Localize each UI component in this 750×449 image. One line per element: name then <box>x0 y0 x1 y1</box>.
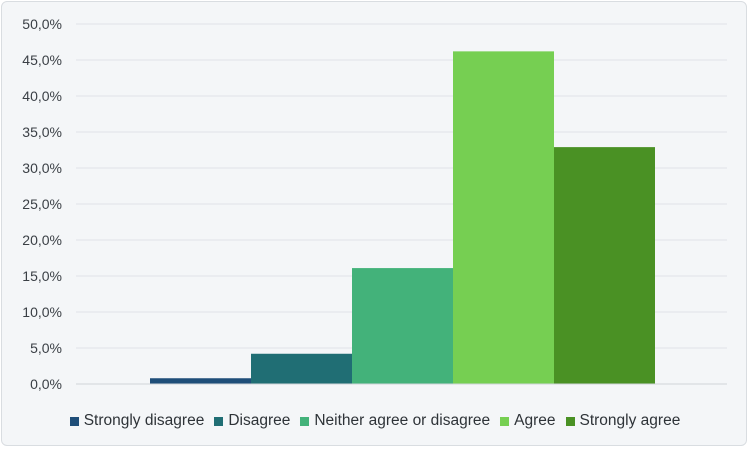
bar-neither-agree-or-disagree <box>352 268 453 384</box>
legend-swatch <box>500 416 510 426</box>
legend-label: Strongly disagree <box>83 412 205 429</box>
bar-agree <box>453 51 554 385</box>
y-tick-label: 35,0% <box>22 124 62 140</box>
y-tick-label: 0,0% <box>30 376 62 392</box>
legend-swatch <box>300 416 310 426</box>
legend-item: Disagree <box>214 412 290 430</box>
y-tick-label: 10,0% <box>22 304 62 320</box>
bar-strongly-agree <box>554 147 655 384</box>
y-tick-label: 40,0% <box>22 88 62 104</box>
bar-strongly-disagree <box>150 378 251 384</box>
legend-swatch <box>69 416 79 426</box>
legend-item: Strongly agree <box>565 412 681 430</box>
legend-item: Neither agree or disagree <box>300 412 490 430</box>
y-axis-ticks: 0,0% 5,0% 10,0% 15,0% 20,0% 25,0% 30,0% 35,0% 40… <box>22 16 62 392</box>
legend-label: Strongly agree <box>579 412 681 429</box>
legend-label: Neither agree or disagree <box>314 412 491 429</box>
legend-label: Agree <box>514 412 556 429</box>
legend-label: Disagree <box>228 412 291 429</box>
legend-item: Agree <box>500 412 556 430</box>
y-tick-label: 20,0% <box>22 232 62 248</box>
y-tick-label: 50,0% <box>22 16 62 32</box>
y-tick-label: 5,0% <box>30 340 62 356</box>
bars <box>150 51 655 385</box>
legend-swatch <box>565 416 575 426</box>
bar-disagree <box>251 353 352 384</box>
y-tick-label: 45,0% <box>22 52 62 68</box>
legend-item: Strongly disagree <box>69 412 205 430</box>
y-tick-label: 25,0% <box>22 196 62 212</box>
legend-swatch <box>214 416 224 426</box>
y-tick-label: 15,0% <box>22 268 62 284</box>
chart-legend: Strongly disagree Disagree Neither agree o… <box>0 412 750 430</box>
y-tick-label: 30,0% <box>22 160 62 176</box>
